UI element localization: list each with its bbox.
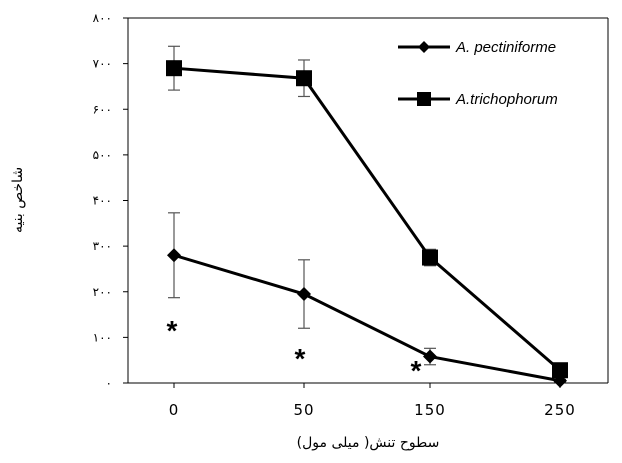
y-tick-label: ۱۰۰ bbox=[93, 330, 112, 344]
series-layer bbox=[166, 45, 568, 388]
legend: A. pectiniforme A.trichophorum bbox=[398, 39, 558, 108]
significance-star: * bbox=[167, 315, 178, 346]
y-ticks: ۰ ۱۰۰ ۲۰۰ ۳۰۰ ۴۰۰ ۵۰۰ ۶۰۰ ۷۰۰ ۸۰۰ bbox=[93, 11, 128, 390]
data-point-square bbox=[422, 249, 438, 266]
data-point-square bbox=[296, 70, 312, 87]
significance-star: * bbox=[295, 343, 306, 374]
y-tick-label: ۷۰۰ bbox=[93, 57, 112, 71]
significance-star: * bbox=[411, 355, 422, 386]
y-axis-title: شاخص بنیه bbox=[10, 167, 26, 233]
data-point-diamond bbox=[423, 349, 437, 364]
x-tick-label: 0 bbox=[169, 401, 180, 419]
legend-label-pectiniforme: A. pectiniforme bbox=[455, 39, 556, 56]
data-point-square bbox=[552, 362, 568, 379]
annotation-layer: * * * bbox=[167, 315, 422, 386]
y-tick-label: ۲۰۰ bbox=[93, 285, 112, 299]
y-tick-label: ۳۰۰ bbox=[93, 239, 112, 253]
y-tick-label: ۸۰۰ bbox=[93, 11, 112, 25]
series-trichophorum bbox=[166, 45, 568, 379]
series-line bbox=[173, 253, 561, 383]
x-tick-label: 50 bbox=[293, 401, 314, 419]
data-point-diamond bbox=[167, 248, 181, 263]
legend-diamond-marker bbox=[418, 41, 430, 53]
y-tick-label: ۵۰۰ bbox=[93, 148, 112, 162]
y-tick-label: ۶۰۰ bbox=[93, 102, 112, 116]
x-tick-label: 150 bbox=[414, 401, 446, 419]
data-point-diamond bbox=[297, 287, 311, 302]
data-point-square bbox=[166, 60, 182, 77]
legend-label-trichophorum: A.trichophorum bbox=[455, 91, 558, 108]
y-tick-label: ۴۰۰ bbox=[93, 194, 112, 208]
x-axis-title: سطوح تنش( میلی مول) bbox=[297, 435, 440, 451]
series-pectiniforme bbox=[167, 212, 567, 388]
x-ticks: 0 50 150 250 bbox=[169, 383, 576, 419]
x-tick-label: 250 bbox=[544, 401, 576, 419]
series-line bbox=[173, 66, 561, 372]
legend-square-marker bbox=[417, 92, 431, 106]
y-tick-label: ۰ bbox=[106, 376, 112, 390]
